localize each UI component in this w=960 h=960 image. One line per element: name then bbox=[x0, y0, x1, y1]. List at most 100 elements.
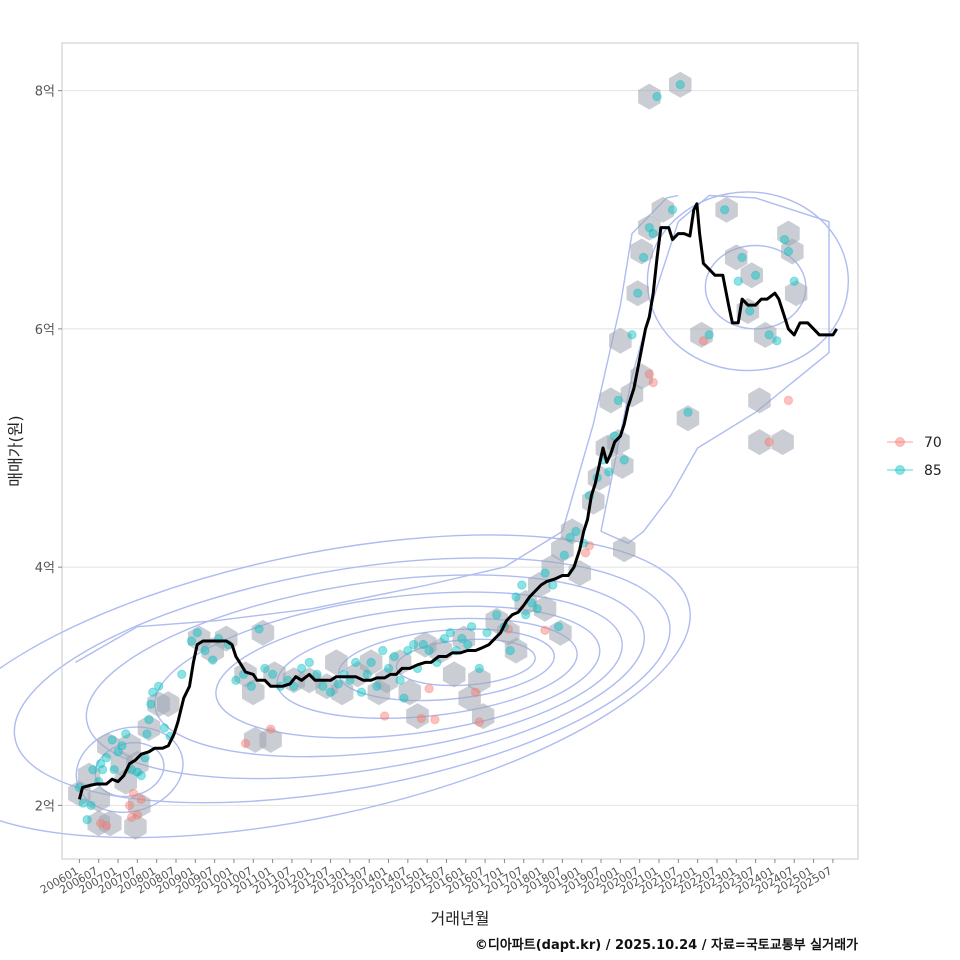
point-85 bbox=[619, 455, 629, 465]
point-70 bbox=[265, 724, 276, 734]
hex-bin bbox=[263, 661, 286, 688]
x-axis-title: 거래년월 bbox=[431, 909, 490, 928]
point-85 bbox=[192, 627, 202, 638]
y-tick-label: 2억 bbox=[35, 799, 55, 814]
point-85 bbox=[772, 336, 782, 346]
hex-bin bbox=[541, 554, 564, 581]
hex-bin bbox=[560, 518, 584, 545]
point-70 bbox=[132, 810, 143, 820]
hex-bin bbox=[157, 691, 180, 718]
point-85 bbox=[146, 699, 156, 709]
point-85 bbox=[296, 663, 307, 674]
point-85 bbox=[683, 407, 693, 417]
hex-bin bbox=[771, 429, 794, 456]
point-70 bbox=[430, 714, 440, 725]
point-70 bbox=[783, 395, 794, 406]
point-85 bbox=[109, 764, 119, 775]
hex-bin bbox=[784, 280, 808, 307]
point-85 bbox=[511, 592, 521, 602]
point-70 bbox=[416, 713, 427, 724]
legend: 70 85 bbox=[887, 435, 942, 479]
point-85 bbox=[520, 610, 531, 620]
hex-bin bbox=[599, 387, 622, 414]
plot-panel-border bbox=[61, 42, 859, 860]
hex-bin bbox=[754, 321, 777, 348]
hex-bin bbox=[504, 637, 528, 664]
point-85 bbox=[356, 687, 367, 697]
hex-bin bbox=[128, 792, 151, 819]
point-85 bbox=[399, 693, 409, 703]
point-85 bbox=[117, 741, 127, 751]
point-85 bbox=[789, 276, 799, 286]
hex-bin bbox=[690, 321, 713, 348]
point-85 bbox=[559, 550, 570, 560]
point-70 bbox=[474, 717, 485, 727]
hex-bin bbox=[740, 262, 763, 289]
point-85 bbox=[474, 663, 485, 674]
point-85 bbox=[389, 651, 400, 662]
point-85 bbox=[779, 234, 790, 245]
point-85 bbox=[186, 636, 197, 646]
density-contour bbox=[13, 557, 671, 804]
point-70 bbox=[136, 794, 146, 805]
hex-bin bbox=[549, 619, 572, 646]
point-85 bbox=[177, 669, 187, 680]
point-85 bbox=[267, 669, 278, 680]
point-85 bbox=[482, 627, 492, 638]
hex-bin bbox=[725, 244, 748, 271]
point-70 bbox=[698, 336, 709, 346]
point-85 bbox=[571, 526, 581, 537]
point-85 bbox=[553, 622, 564, 632]
point-70 bbox=[101, 820, 112, 831]
hex-bin bbox=[126, 750, 149, 777]
hex-bin bbox=[748, 387, 771, 414]
hex-bin bbox=[87, 786, 110, 813]
point-85 bbox=[97, 764, 108, 775]
point-85 bbox=[144, 714, 154, 725]
point-85 bbox=[540, 568, 550, 578]
point-85 bbox=[505, 645, 515, 656]
density-contour bbox=[75, 194, 679, 664]
point-85 bbox=[148, 687, 158, 697]
hex-bin bbox=[124, 813, 147, 840]
point-85 bbox=[745, 306, 755, 316]
point-85 bbox=[733, 276, 743, 286]
point-85 bbox=[82, 814, 92, 825]
point-70 bbox=[470, 687, 481, 697]
hex-bins bbox=[68, 71, 808, 840]
point-85 bbox=[113, 747, 123, 757]
hex-bin bbox=[638, 214, 661, 241]
point-85 bbox=[652, 91, 662, 102]
point-85 bbox=[231, 675, 241, 686]
hex-bin bbox=[651, 196, 675, 223]
hex-bin bbox=[551, 536, 574, 563]
hex-bin bbox=[259, 726, 282, 753]
y-axis-title: 매매가(원) bbox=[6, 415, 25, 486]
point-85 bbox=[395, 675, 405, 686]
point-70 bbox=[126, 812, 137, 823]
density-contour bbox=[337, 628, 556, 702]
point-85 bbox=[86, 800, 96, 811]
legend-key-70 bbox=[895, 437, 905, 447]
point-85 bbox=[408, 639, 419, 650]
hex-bin bbox=[242, 679, 265, 706]
x-axis: 2006012006072007012007072008012008072009… bbox=[38, 859, 834, 897]
point-85 bbox=[565, 532, 575, 543]
hex-bin bbox=[137, 715, 161, 741]
point-85 bbox=[719, 205, 730, 215]
hex-bin bbox=[468, 667, 491, 694]
point-85 bbox=[604, 467, 614, 477]
point-85 bbox=[318, 681, 328, 691]
point-85 bbox=[362, 669, 372, 680]
hex-bin bbox=[298, 667, 321, 694]
scatter-points bbox=[74, 79, 799, 831]
point-85 bbox=[142, 729, 152, 739]
hex-bin bbox=[77, 762, 101, 789]
density-contour bbox=[646, 191, 850, 372]
y-gridlines bbox=[62, 90, 858, 806]
point-70 bbox=[644, 369, 655, 379]
hex-bin bbox=[398, 679, 421, 706]
density-contour bbox=[600, 194, 830, 544]
hex-bin bbox=[781, 238, 804, 265]
